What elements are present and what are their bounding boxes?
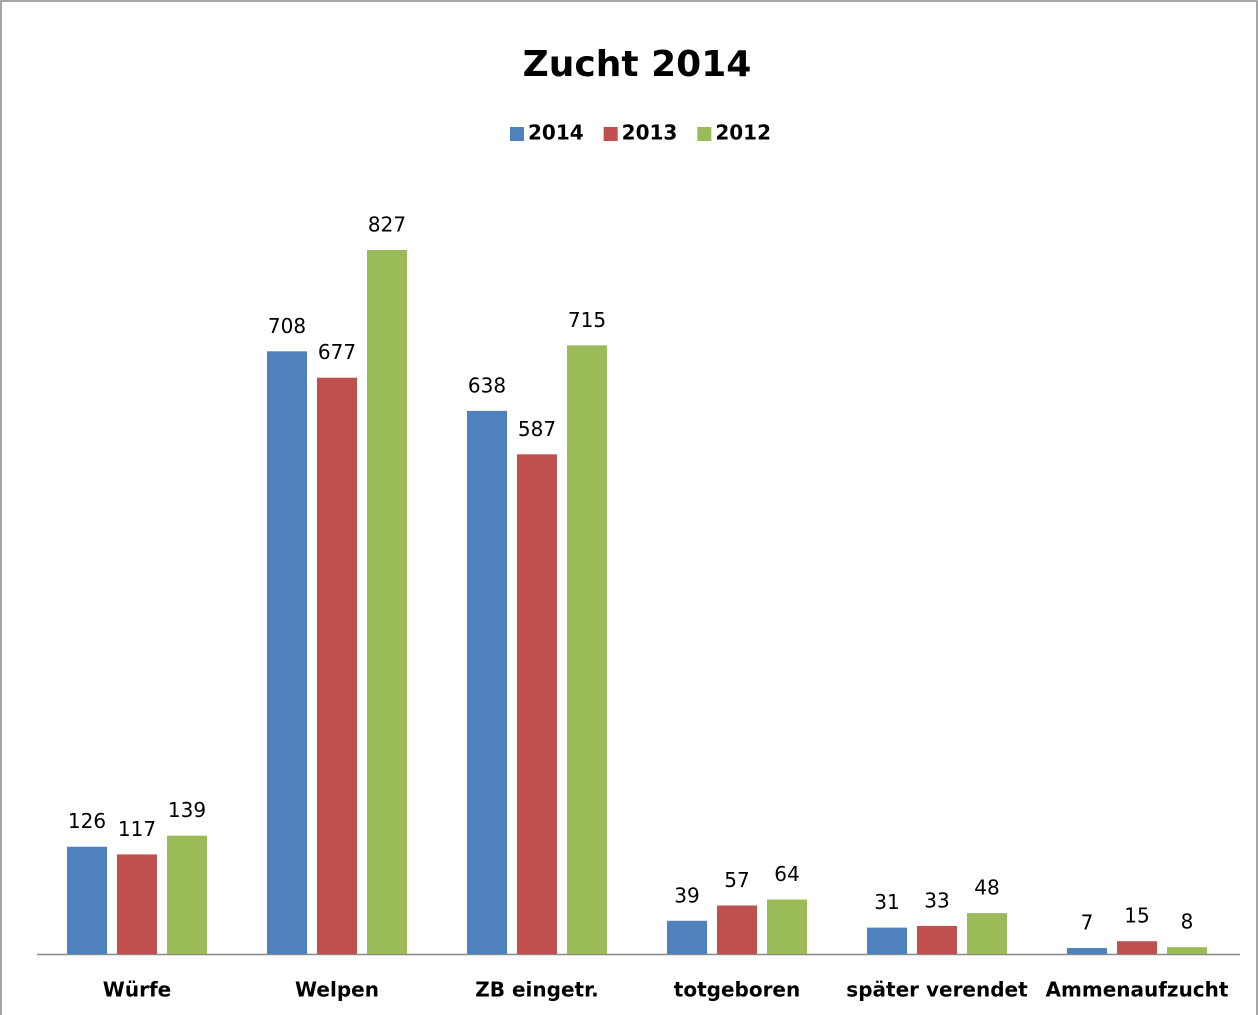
value-label: 33 [924,888,949,912]
bar [267,351,307,954]
value-label: 587 [518,417,556,441]
bar [567,345,607,955]
x-tick-label: Würfe [103,978,171,1002]
bar [1067,948,1107,954]
legend-swatch [603,127,618,141]
bar [67,846,107,954]
legend-label: 2014 [528,121,584,145]
bar [1117,941,1157,954]
x-tick-label: später verendet [846,978,1028,1002]
value-label: 8 [1181,910,1194,934]
bar [1167,947,1207,954]
value-label: 15 [1124,904,1149,928]
legend-label: 2012 [715,121,771,145]
legend-label: 2013 [622,121,678,145]
bar [967,913,1007,954]
value-label: 31 [874,890,899,914]
value-label: 677 [318,340,356,364]
bar [867,927,907,954]
bar [117,854,157,954]
value-label: 126 [68,809,106,833]
x-tick-label: Welpen [295,978,379,1002]
bar [667,920,707,954]
value-label: 64 [774,862,799,886]
bar [717,905,757,954]
x-tick-label: ZB eingetr. [475,978,598,1002]
bar [167,835,207,954]
x-tick-label: totgeboren [674,978,800,1002]
legend-swatch [510,127,524,141]
value-label: 7 [1081,911,1094,935]
value-label: 715 [568,308,606,332]
value-label: 638 [468,373,506,397]
chart-title: Zucht 2014 [523,44,752,85]
bar [517,454,557,954]
x-tick-label: Ammenaufzucht [1046,978,1229,1002]
value-label: 39 [674,883,699,907]
value-label: 708 [268,314,306,338]
value-label: 57 [724,868,749,892]
bar [917,925,957,954]
value-label: 48 [974,876,999,900]
bar [767,899,807,954]
bar [367,250,407,954]
value-label: 827 [368,213,406,237]
bar [317,377,357,955]
legend-swatch [697,127,712,141]
value-label: 139 [168,798,206,822]
bar [467,410,507,954]
value-label: 117 [118,817,156,841]
